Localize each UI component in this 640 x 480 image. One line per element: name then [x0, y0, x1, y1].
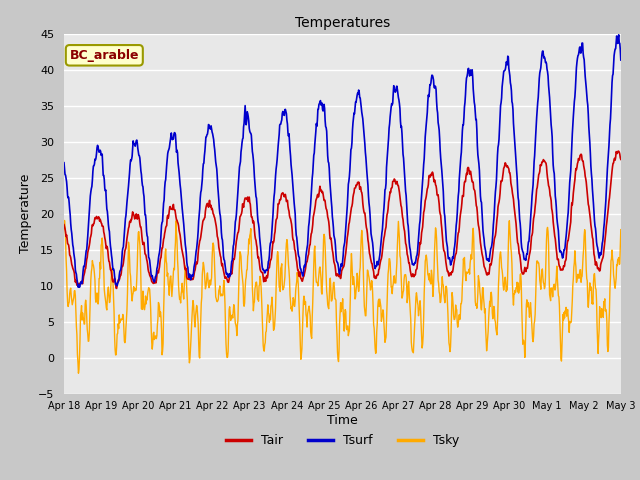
Tair [348, 203, 356, 209]
Tsurf [581, 73, 589, 79]
Tair [113, 286, 120, 291]
Tsurf [463, 74, 471, 80]
Line: Tsky: Tsky [64, 220, 621, 373]
Line: Tsurf: Tsurf [64, 35, 621, 287]
Tsky [209, 244, 216, 250]
Title: Temperatures: Temperatures [295, 16, 390, 30]
Tair [268, 255, 275, 261]
Legend: Tair, Tsurf, Tsky: Tair, Tsurf, Tsky [221, 429, 464, 452]
Tsky [617, 227, 625, 232]
Tair [614, 148, 622, 154]
Y-axis label: Temperature: Temperature [19, 174, 33, 253]
Tsky [464, 270, 472, 276]
Text: BC_arable: BC_arable [70, 49, 139, 62]
Tsky [349, 273, 356, 279]
Tsky [75, 370, 83, 376]
Line: Tair: Tair [64, 151, 621, 288]
Tair [463, 172, 471, 178]
Tsky [61, 217, 68, 223]
Tsky [134, 241, 141, 247]
Tsurf [617, 57, 625, 63]
Tair [60, 222, 68, 228]
Tsky [582, 249, 589, 254]
Tsurf [268, 235, 275, 240]
Tsurf [615, 32, 623, 38]
Tair [133, 216, 141, 222]
X-axis label: Time: Time [327, 414, 358, 427]
Tsky [60, 226, 68, 232]
Tair [617, 156, 625, 162]
Tsurf [208, 129, 216, 135]
Tsurf [133, 140, 141, 146]
Tsurf [60, 160, 68, 166]
Tair [208, 205, 216, 211]
Tsky [268, 294, 276, 300]
Tsurf [76, 284, 83, 290]
Tair [581, 173, 589, 179]
Tsurf [348, 140, 356, 146]
